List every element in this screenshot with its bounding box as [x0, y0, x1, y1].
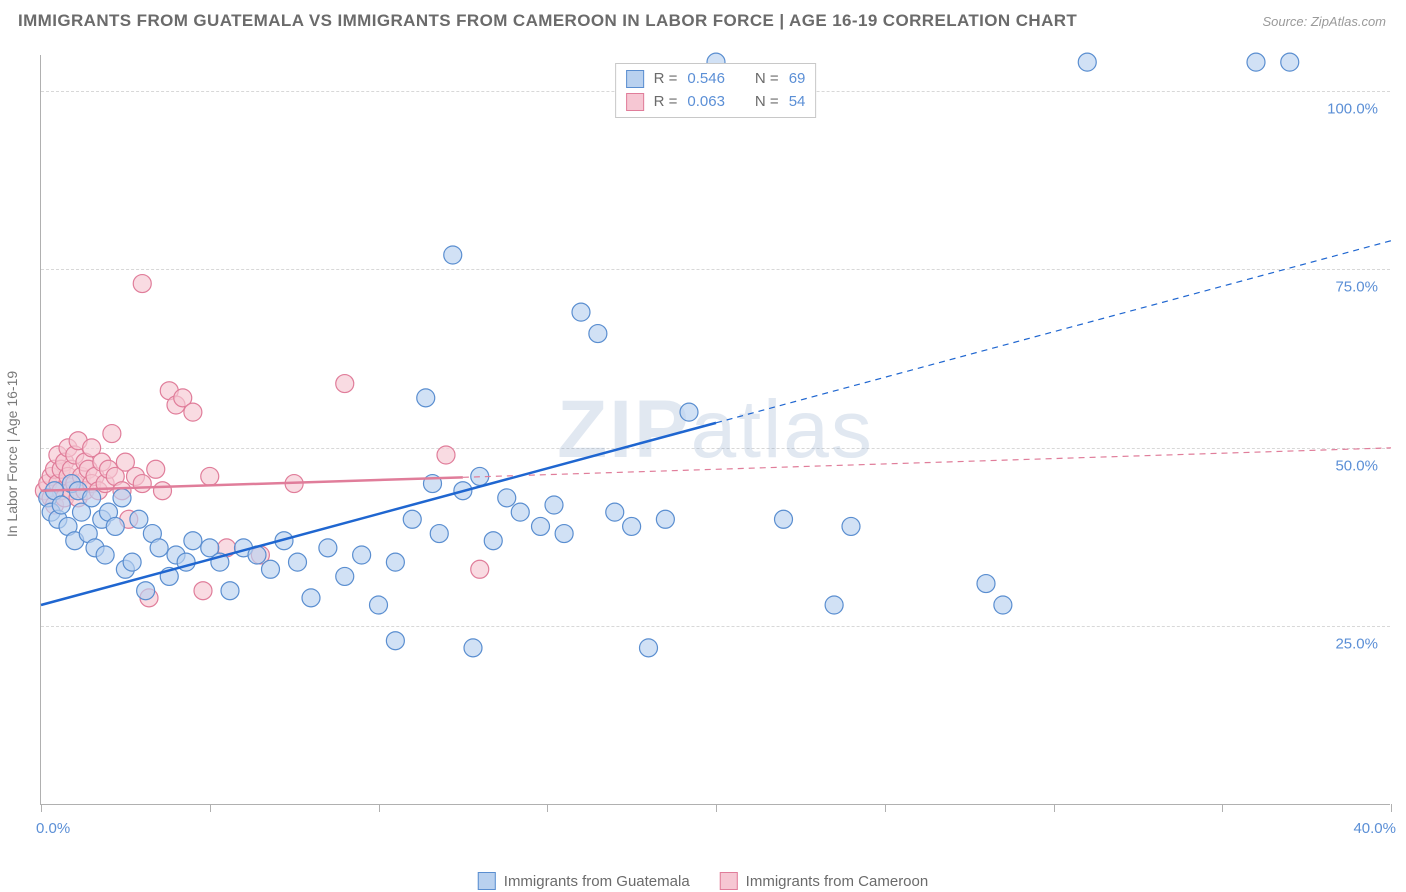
data-point — [545, 496, 563, 514]
trend-line-dashed — [716, 241, 1391, 423]
data-point — [386, 632, 404, 650]
data-point — [123, 553, 141, 571]
source-label: Source: ZipAtlas.com — [1262, 14, 1386, 29]
data-point — [319, 539, 337, 557]
data-point — [201, 467, 219, 485]
r-value-b: 0.063 — [687, 91, 725, 114]
data-point — [386, 553, 404, 571]
data-point — [484, 532, 502, 550]
data-point — [289, 553, 307, 571]
data-point — [194, 582, 212, 600]
swatch-a — [626, 70, 644, 88]
data-point — [623, 517, 641, 535]
data-point — [221, 582, 239, 600]
trend-line-dashed — [463, 448, 1391, 477]
scatter-svg — [41, 55, 1390, 804]
data-point — [150, 539, 168, 557]
data-point — [498, 489, 516, 507]
data-point — [336, 567, 354, 585]
data-point — [154, 482, 172, 500]
header: IMMIGRANTS FROM GUATEMALA VS IMMIGRANTS … — [0, 0, 1406, 42]
plot-area: 25.0%50.0%75.0%100.0% ZIPatlas R = 0.546… — [40, 55, 1390, 805]
data-point — [302, 589, 320, 607]
n-value-b: 54 — [789, 91, 806, 114]
r-value-a: 0.546 — [687, 68, 725, 91]
legend-series: Immigrants from Guatemala Immigrants fro… — [478, 872, 928, 890]
data-point — [1281, 53, 1299, 71]
x-tick-label-max: 40.0% — [1353, 820, 1396, 837]
legend-correlation: R = 0.546 N = 69 R = 0.063 N = 54 — [615, 63, 817, 118]
data-point — [572, 303, 590, 321]
data-point — [532, 517, 550, 535]
data-point — [994, 596, 1012, 614]
y-axis-title: In Labor Force | Age 16-19 — [4, 371, 20, 537]
data-point — [113, 489, 131, 507]
data-point — [52, 496, 70, 514]
n-label-b: N = — [755, 91, 779, 114]
data-point — [403, 510, 421, 528]
data-point — [437, 446, 455, 464]
data-point — [606, 503, 624, 521]
data-point — [130, 510, 148, 528]
legend-row-a: R = 0.546 N = 69 — [626, 68, 806, 91]
data-point — [133, 475, 151, 493]
data-point — [417, 389, 435, 407]
data-point — [444, 246, 462, 264]
legend-item-b: Immigrants from Cameroon — [720, 872, 929, 890]
legend-row-b: R = 0.063 N = 54 — [626, 91, 806, 114]
data-point — [262, 560, 280, 578]
x-tick-label-min: 0.0% — [36, 820, 70, 837]
data-point — [184, 403, 202, 421]
data-point — [589, 325, 607, 343]
data-point — [103, 425, 121, 443]
legend-item-a: Immigrants from Guatemala — [478, 872, 690, 890]
data-point — [106, 517, 124, 535]
data-point — [1078, 53, 1096, 71]
data-point — [555, 525, 573, 543]
data-point — [511, 503, 529, 521]
data-point — [640, 639, 658, 657]
data-point — [147, 460, 165, 478]
data-point — [775, 510, 793, 528]
data-point — [471, 560, 489, 578]
data-point — [336, 375, 354, 393]
data-point — [133, 275, 151, 293]
data-point — [825, 596, 843, 614]
series-a-name: Immigrants from Guatemala — [504, 873, 690, 890]
data-point — [680, 403, 698, 421]
swatch-b — [626, 93, 644, 111]
data-point — [96, 546, 114, 564]
data-point — [184, 532, 202, 550]
chart-title: IMMIGRANTS FROM GUATEMALA VS IMMIGRANTS … — [18, 11, 1077, 31]
data-point — [464, 639, 482, 657]
r-label-b: R = — [654, 91, 678, 114]
swatch-a-bottom — [478, 872, 496, 890]
n-value-a: 69 — [789, 68, 806, 91]
data-point — [842, 517, 860, 535]
data-point — [353, 546, 371, 564]
data-point — [137, 582, 155, 600]
series-b-name: Immigrants from Cameroon — [746, 873, 929, 890]
swatch-b-bottom — [720, 872, 738, 890]
data-point — [1247, 53, 1265, 71]
data-point — [83, 489, 101, 507]
data-point — [656, 510, 674, 528]
r-label-a: R = — [654, 68, 678, 91]
data-point — [430, 525, 448, 543]
n-label-a: N = — [755, 68, 779, 91]
data-point — [370, 596, 388, 614]
data-point — [977, 575, 995, 593]
